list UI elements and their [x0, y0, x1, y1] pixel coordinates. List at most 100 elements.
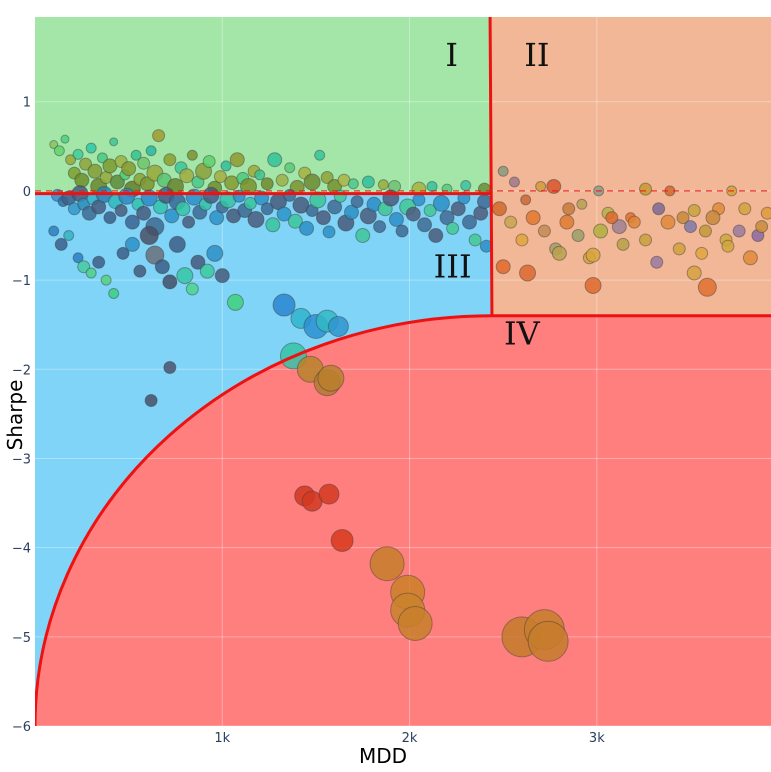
x-axis-title: MDD	[359, 744, 407, 768]
data-point	[85, 142, 97, 154]
data-point	[343, 204, 359, 220]
data-point	[446, 221, 460, 235]
data-point	[190, 254, 206, 270]
data-point	[412, 193, 426, 207]
data-point	[468, 233, 482, 247]
data-point	[333, 189, 347, 203]
data-point	[318, 483, 340, 505]
data-point	[154, 259, 170, 275]
data-point	[584, 276, 602, 294]
data-point	[232, 189, 246, 203]
data-point	[491, 201, 507, 217]
data-point	[162, 274, 178, 290]
y-tick-label: 1	[23, 96, 31, 111]
data-point	[361, 175, 375, 189]
data-point	[287, 213, 303, 229]
data-point	[186, 149, 198, 161]
y-tick-label: −3	[12, 452, 31, 467]
data-point	[77, 260, 91, 274]
data-point	[87, 163, 103, 179]
data-point	[639, 233, 653, 247]
data-point	[260, 177, 274, 191]
data-point	[206, 244, 224, 262]
data-point	[121, 161, 137, 177]
data-point	[426, 180, 438, 192]
data-point	[320, 171, 334, 185]
x-tick-label: 1k	[214, 731, 230, 746]
data-point	[676, 211, 690, 225]
region-label-ii: II	[524, 36, 549, 74]
data-point	[317, 364, 345, 392]
data-point	[213, 170, 227, 184]
data-point	[303, 173, 321, 191]
data-point	[96, 152, 108, 164]
data-point	[504, 215, 518, 229]
data-point	[350, 195, 364, 209]
data-point	[202, 186, 220, 204]
region-label-iv: IV	[504, 314, 541, 352]
data-point	[742, 250, 758, 266]
data-point	[229, 152, 245, 168]
data-point	[605, 211, 619, 225]
data-point	[515, 233, 529, 247]
data-point	[265, 217, 281, 233]
data-point	[124, 236, 140, 252]
data-point	[199, 263, 215, 279]
data-point	[116, 246, 130, 260]
data-point	[63, 229, 75, 241]
data-point	[182, 215, 196, 229]
data-point	[309, 191, 327, 209]
data-point	[209, 210, 225, 226]
data-point	[576, 198, 588, 210]
data-point	[114, 204, 128, 218]
data-point	[53, 145, 65, 157]
data-point	[65, 154, 77, 166]
data-point	[698, 224, 712, 238]
data-point	[686, 265, 702, 281]
data-point	[60, 134, 70, 144]
data-point	[705, 210, 721, 226]
data-point	[760, 206, 771, 220]
y-tick-label: −6	[12, 720, 31, 735]
data-point	[397, 605, 433, 641]
region-iv-area	[35, 315, 771, 726]
data-point	[54, 237, 68, 251]
data-point	[525, 210, 541, 226]
data-point	[355, 227, 371, 243]
y-tick-label: −2	[12, 363, 31, 378]
region-label-i: I	[445, 36, 458, 74]
data-point	[497, 165, 509, 177]
data-point	[388, 211, 404, 227]
data-point	[327, 199, 343, 215]
data-point	[202, 154, 216, 168]
data-point	[292, 196, 310, 214]
data-point	[450, 201, 466, 217]
data-point	[330, 529, 354, 553]
data-point	[559, 214, 575, 230]
data-point	[152, 129, 166, 143]
data-point	[377, 179, 389, 191]
data-point	[405, 206, 421, 222]
data-point	[519, 264, 537, 282]
data-point	[74, 172, 90, 188]
data-point	[243, 196, 257, 210]
data-point	[639, 182, 653, 196]
region-ii-area	[490, 17, 771, 316]
data-point	[284, 162, 296, 174]
data-point	[315, 210, 331, 226]
data-point	[439, 210, 455, 226]
data-point	[163, 360, 177, 374]
data-point	[611, 219, 627, 235]
region-label-iii: III	[434, 247, 472, 285]
data-point	[226, 293, 244, 311]
x-tick-label: 3k	[589, 731, 605, 746]
x-tick-label: 2k	[402, 731, 418, 746]
data-point	[423, 204, 437, 218]
data-point	[314, 149, 326, 161]
data-point	[672, 242, 686, 256]
data-point	[650, 255, 664, 269]
data-point	[585, 247, 601, 263]
data-point	[164, 208, 180, 224]
data-point	[130, 149, 142, 161]
data-point	[322, 225, 336, 239]
